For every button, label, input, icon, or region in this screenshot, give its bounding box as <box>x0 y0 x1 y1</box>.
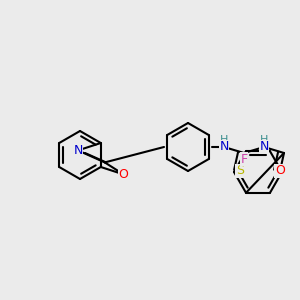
Text: F: F <box>240 153 247 166</box>
Text: S: S <box>236 164 244 178</box>
Text: H: H <box>220 135 228 145</box>
Text: N: N <box>219 140 229 154</box>
Text: O: O <box>119 168 128 181</box>
Text: O: O <box>275 164 285 178</box>
Text: N: N <box>259 140 269 154</box>
Text: H: H <box>260 135 268 145</box>
Text: N: N <box>73 144 83 157</box>
